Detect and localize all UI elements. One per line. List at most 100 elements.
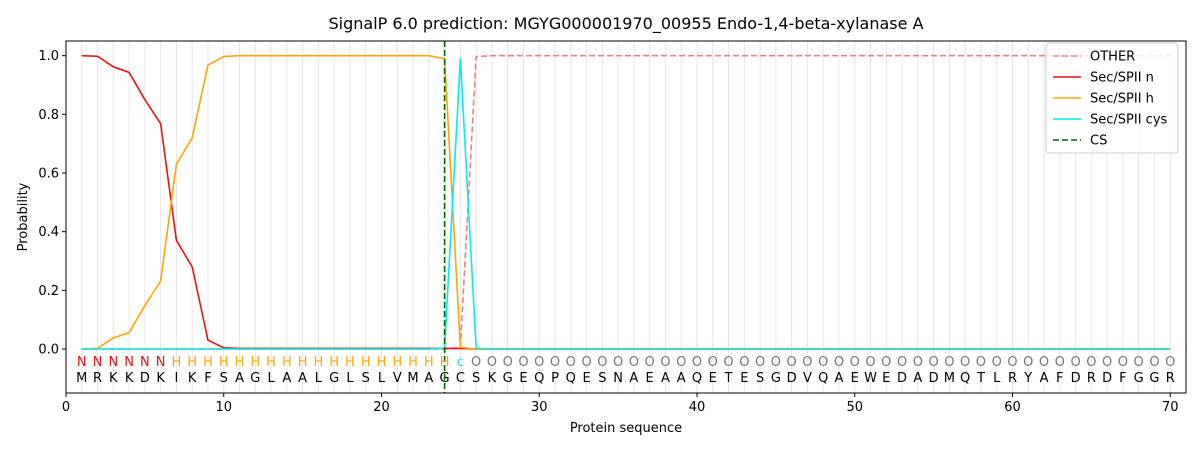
residue-letter: A — [835, 371, 844, 386]
label-letter: O — [1039, 355, 1049, 370]
residue-letter: G — [329, 371, 339, 386]
label-letter: O — [534, 355, 544, 370]
residue-letter: V — [393, 371, 402, 386]
residue-letter: D — [929, 371, 939, 386]
label-letter: O — [865, 355, 875, 370]
residue-letter: G — [250, 371, 260, 386]
residue-letter: K — [156, 371, 165, 386]
label-letter: N — [140, 355, 150, 370]
series-line-other — [81, 54, 1171, 350]
label-letter: O — [723, 355, 733, 370]
label-letter: O — [850, 355, 860, 370]
label-letter: H — [377, 355, 387, 370]
legend: OTHER Sec/SPII n Sec/SPII h Sec/SPII cys CS — [1045, 42, 1179, 154]
label-letter: O — [597, 355, 607, 370]
residue-letter: D — [897, 371, 907, 386]
residue-letter: Q — [534, 371, 544, 386]
x-tick-label: 40 — [689, 400, 706, 415]
label-letter: O — [881, 355, 891, 370]
label-letter: O — [897, 355, 907, 370]
residue-letter: A — [298, 371, 307, 386]
series-line-sec-spii-n — [81, 54, 1171, 350]
label-letter: O — [550, 355, 560, 370]
label-letter: O — [818, 355, 828, 370]
residue-letter: K — [488, 371, 497, 386]
label-letter: H — [361, 355, 371, 370]
legend-label: Sec/SPII cys — [1090, 113, 1168, 128]
residue-letter: K — [188, 371, 197, 386]
residue-letter: L — [267, 371, 275, 386]
label-letter: O — [913, 355, 923, 370]
grid-lines — [81, 41, 1171, 393]
label-letter: O — [928, 355, 938, 370]
y-tick-label: 1.0 — [38, 49, 59, 64]
label-letter: H — [266, 355, 276, 370]
y-tick-label: 0.2 — [38, 284, 59, 299]
residue-letter: A — [235, 371, 244, 386]
residue-letter: E — [646, 371, 654, 386]
label-letter: H — [440, 355, 450, 370]
residue-letter: Y — [1023, 371, 1032, 386]
label-letter: O — [487, 355, 497, 370]
x-tick-label: 70 — [1162, 400, 1179, 415]
legend-box — [1045, 42, 1179, 154]
label-letter: H — [282, 355, 292, 370]
label-letter: H — [203, 355, 213, 370]
x-axis-label: Protein sequence — [570, 421, 682, 436]
label-letter: O — [471, 355, 481, 370]
label-letter: O — [771, 355, 781, 370]
label-letter: H — [392, 355, 402, 370]
y-tick-label: 0.4 — [38, 225, 59, 240]
label-letter: H — [329, 355, 339, 370]
residue-letter: G — [1149, 371, 1159, 386]
residue-letter: A — [424, 371, 433, 386]
residue-letter: W — [864, 371, 877, 386]
residue-letter: G — [771, 371, 781, 386]
residue-letter: G — [1134, 371, 1144, 386]
legend-label: CS — [1090, 134, 1107, 149]
residue-letter: K — [109, 371, 118, 386]
label-letter: O — [1070, 355, 1080, 370]
residue-letter: T — [976, 371, 985, 386]
label-letter: H — [314, 355, 324, 370]
residue-letter: A — [629, 371, 638, 386]
residue-letter: F — [1119, 371, 1126, 386]
residue-letter: R — [1008, 371, 1017, 386]
residue-letter: T — [724, 371, 733, 386]
label-letter: O — [802, 355, 812, 370]
label-letter: O — [992, 355, 1002, 370]
residue-letter: A — [677, 371, 686, 386]
residue-letter: V — [803, 371, 812, 386]
y-tick-label: 0.6 — [38, 167, 59, 182]
label-letter: O — [1007, 355, 1017, 370]
residue-letter: S — [472, 371, 480, 386]
residue-letter: S — [362, 371, 370, 386]
residue-letter: D — [1071, 371, 1081, 386]
label-letter: O — [660, 355, 670, 370]
legend-label: OTHER — [1090, 50, 1135, 65]
label-letter: H — [424, 355, 434, 370]
residue-letter: A — [661, 371, 670, 386]
residue-letter: G — [503, 371, 513, 386]
label-letter: O — [755, 355, 765, 370]
label-letter: O — [1023, 355, 1033, 370]
residue-letter: R — [1087, 371, 1096, 386]
label-letter: N — [77, 355, 87, 370]
label-letter: O — [1134, 355, 1144, 370]
residue-letter: Q — [692, 371, 702, 386]
residue-letter: K — [125, 371, 134, 386]
residue-letter: R — [1166, 371, 1175, 386]
residue-letter: P — [551, 371, 559, 386]
residue-letter: E — [519, 371, 527, 386]
label-letter: O — [645, 355, 655, 370]
residue-letter: E — [709, 371, 717, 386]
residue-letter: S — [220, 371, 228, 386]
label-letter: O — [1086, 355, 1096, 370]
residue-letter: A — [1040, 371, 1049, 386]
residue-letter: M — [407, 371, 418, 386]
label-letter: N — [108, 355, 118, 370]
residue-letter: N — [613, 371, 623, 386]
residue-letter: M — [944, 371, 955, 386]
label-letter: O — [787, 355, 797, 370]
label-letter: O — [976, 355, 986, 370]
